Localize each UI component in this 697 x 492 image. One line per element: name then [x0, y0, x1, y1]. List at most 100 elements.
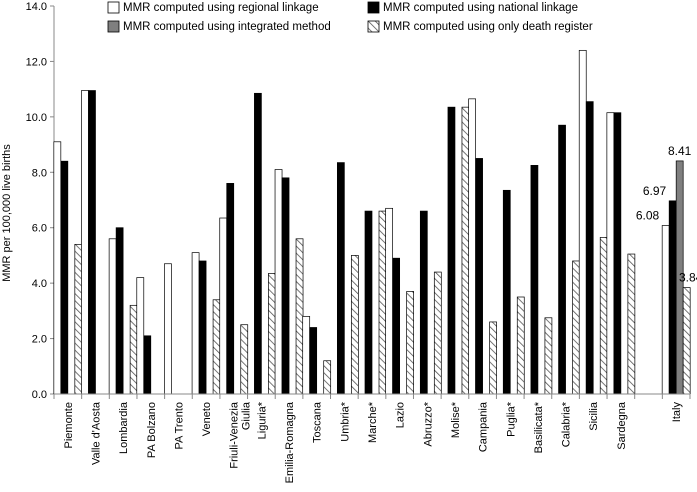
bar [295, 238, 304, 395]
y-tick-label: 4.0 [32, 278, 47, 290]
bar [406, 291, 415, 395]
bar [578, 49, 587, 395]
x-tick-label: Campania [478, 401, 490, 452]
data-labels: 6.08 6.97 8.41 3.84 [636, 144, 697, 285]
legend: MMR computed using regional linkage MMR c… [107, 1, 593, 33]
bar [433, 271, 442, 395]
bar [254, 92, 262, 395]
legend-swatch [367, 20, 380, 33]
legend-label: MMR computed using only death register [383, 21, 593, 33]
bar [226, 183, 235, 395]
data-label: 8.41 [668, 144, 692, 158]
x-tick-label: Molise* [450, 401, 462, 438]
x-tick-label: Giulia [241, 401, 253, 430]
legend-swatch [367, 1, 380, 14]
bar [364, 210, 373, 395]
bar [392, 257, 401, 395]
x-tick-label: Basilicata* [533, 401, 545, 453]
bar [274, 169, 283, 395]
data-label: 6.08 [636, 208, 660, 222]
bar [164, 263, 172, 395]
y-tick-label: 0.0 [32, 389, 47, 401]
bar [136, 277, 145, 395]
bar [661, 225, 670, 395]
x-tick-label: Lombardia [118, 401, 130, 454]
bar [613, 112, 622, 395]
bar [627, 253, 636, 395]
bar [668, 200, 677, 395]
bar [378, 210, 387, 395]
x-tick-label: Friuli-Venezia [229, 401, 241, 469]
bar [475, 158, 483, 395]
x-tick-label: PA Bolzano [146, 402, 158, 458]
bar [468, 98, 476, 395]
legend-label: MMR computed using regional linkage [123, 2, 319, 14]
bar [212, 299, 221, 395]
bar [88, 90, 96, 395]
y-tick-label: 8.0 [32, 167, 47, 179]
x-tick-label: Emilia-Romagna [284, 401, 296, 483]
y-tick-label: 6.0 [32, 223, 47, 235]
y-tick-label: 2.0 [32, 334, 47, 346]
bar [309, 327, 318, 395]
x-tick-label: Abruzzo* [422, 401, 434, 446]
bar [240, 324, 249, 395]
bar [516, 296, 525, 395]
bar [682, 287, 691, 395]
bar [336, 162, 345, 395]
bar [585, 101, 594, 395]
x-tick-label: Puglia* [505, 401, 517, 437]
data-label: 6.97 [643, 184, 667, 198]
x-tick-label: PA Trento [173, 402, 185, 450]
bar [606, 112, 615, 395]
bar [268, 273, 276, 395]
bar [323, 360, 332, 395]
x-tick-label: Veneto [201, 402, 213, 436]
bar [191, 252, 200, 395]
x-tick-label: Lazio [395, 402, 407, 428]
x-tick-label: Piemonte [63, 402, 75, 448]
x-tick-label: Sicilia [588, 401, 600, 431]
bar [544, 317, 553, 395]
x-axis: Piemonte Valle d'Aosta Lombardia PA Bolzano… [53, 393, 691, 483]
bar [302, 316, 311, 395]
bar [53, 141, 62, 395]
data-label: 3.84 [679, 271, 697, 285]
y-tick-label: 14.0 [26, 1, 47, 13]
legend-swatch [107, 20, 120, 33]
legend-label: MMR computed using national linkage [383, 2, 578, 14]
x-tick-label: Umbria* [339, 401, 351, 441]
bar [81, 90, 89, 395]
bar [502, 189, 511, 395]
bar [461, 106, 470, 395]
bar [74, 243, 83, 395]
bar [599, 237, 608, 395]
y-tick-label: 12.0 [26, 56, 47, 68]
legend-swatch [107, 1, 120, 14]
y-tick-label: 10.0 [26, 112, 47, 124]
bar [350, 255, 359, 395]
y-axis-label: MMR per 100,000 live births [1, 144, 13, 282]
x-tick-label: Italy [671, 402, 683, 423]
x-tick-label: Liguria* [256, 401, 268, 439]
bar [198, 260, 207, 395]
x-tick-label: Marche* [367, 401, 379, 443]
bar [115, 227, 124, 395]
bar [108, 238, 117, 395]
y-axis: 0.0 2.0 4.0 6.0 8.0 10.0 12.0 14.0 [26, 1, 55, 401]
x-tick-label: Toscana [312, 401, 324, 443]
bar [143, 335, 152, 395]
bar [489, 321, 497, 395]
bar [447, 106, 456, 395]
x-tick-label: Calabria* [561, 401, 573, 447]
bars [53, 49, 691, 395]
x-tick-label: Sardegna [616, 401, 628, 450]
legend-label: MMR computed using integrated method [123, 21, 331, 33]
bar [219, 217, 228, 395]
bar [558, 124, 566, 395]
bar [281, 177, 290, 395]
bar [572, 260, 580, 395]
x-tick-label: Valle d'Aosta [90, 401, 102, 465]
bar [60, 160, 69, 395]
